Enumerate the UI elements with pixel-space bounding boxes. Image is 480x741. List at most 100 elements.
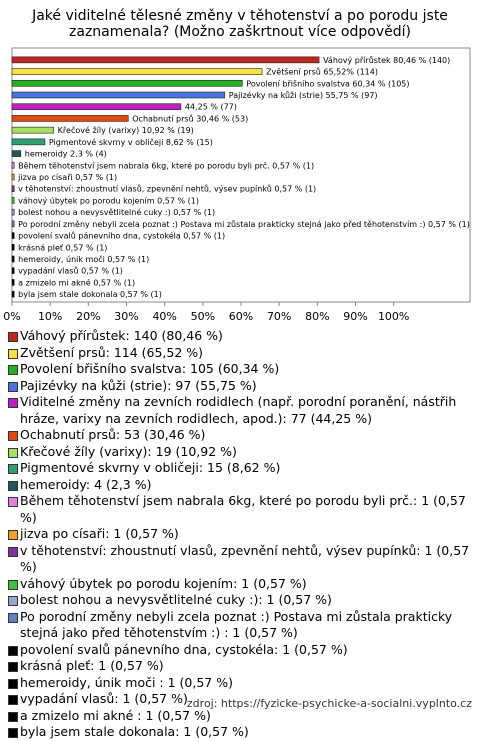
chart-title: Jaké viditelné tělesné změny v těhotenst… (32, 8, 448, 40)
value-label: v těhotenství: zhoustnutí vlasů, zpevněn… (18, 184, 316, 194)
chart: 0% 10% 20% 30% 40% 50% 60% 70% 80% 90% 100% Váhový … (3, 47, 471, 323)
x-tick-label: 100% (378, 310, 409, 323)
value-label: hemeroidy, únik moči 0,57 % (1) (18, 254, 149, 264)
legend-item: Zvětšení prsů: 114 (65,52 %) (8, 345, 474, 362)
legend-item: hemeroidy: 4 (2,3 %) (8, 477, 474, 494)
legend-item: Povolení břišního svalstva: 105 (60,34 %… (8, 361, 474, 378)
legend-label: Ochabnutí prsů: 53 (30,46 %) (20, 427, 206, 442)
legend-swatch (8, 431, 18, 441)
legend-item: v těhotenství: zhoustnutí vlasů, zpevněn… (8, 543, 474, 576)
legend-item: bolest nohou a nevysvětlitelné cuky :): … (8, 592, 474, 609)
value-label: vypadání vlasů 0,57 % (1) (18, 266, 123, 276)
value-label: Povolení břišního svalstva 60,34 % (105) (246, 78, 409, 88)
x-tick-label: 50% (191, 310, 215, 323)
x-tick-label: 20% (76, 310, 100, 323)
x-tick-label: 40% (152, 310, 176, 323)
legend-label: bolest nohou a nevysvětlitelné cuky :): … (20, 592, 332, 607)
legend: Váhový přírůstek: 140 (80,46 %) Zvětšení … (8, 328, 474, 741)
legend-swatch (8, 728, 18, 738)
legend-label: váhový úbytek po porodu kojením: 1 (0,57… (20, 575, 307, 591)
x-tick-label: 80% (305, 310, 329, 323)
bar (11, 68, 263, 75)
bar (11, 103, 182, 111)
legend-item: krásná pleť: 1 (0,57 %) (8, 658, 474, 675)
bar (11, 56, 320, 64)
legend-label: v těhotenství: zhoustnutí vlasů, zpevněn… (20, 542, 470, 575)
legend-item: vypadání vlasů: 1 (0,57 %) (8, 691, 474, 708)
legend-item: Ochabnutí prsů: 53 (30,46 %) (8, 427, 474, 444)
legend-swatch (8, 447, 18, 458)
value-label: Zvětšení prsů 65,52% (114) (266, 67, 378, 77)
legend-label: povolení svalů pánevního dna, cystokéla:… (20, 641, 348, 657)
legend-swatch (8, 530, 18, 540)
x-tick-label: 30% (114, 310, 138, 323)
plot-area (11, 47, 471, 303)
bar (11, 208, 15, 216)
bar (11, 126, 54, 134)
bar (11, 243, 15, 251)
legend-swatch (8, 612, 18, 623)
bar (11, 161, 15, 169)
x-tick-label: 90% (343, 310, 367, 323)
legend-item: Po porodní změny nebyli zcela poznat :) … (8, 609, 474, 642)
value-label: hemeroidy 2,3 % (4) (25, 150, 107, 159)
legend-item: Váhový přírůstek: 140 (80,46 %) (8, 328, 474, 345)
legend-item: Pajizévky na kůži (strie): 97 (55,75 %) (8, 378, 474, 395)
bar (11, 173, 15, 181)
legend-label: Povolení břišního svalstva: 105 (60,34 %… (20, 361, 280, 376)
value-label: Během těhotenství jsem nabrala 6kg, kter… (18, 160, 314, 170)
bar (11, 255, 15, 263)
x-tick-label: 60% (229, 310, 253, 323)
legend-label: krásná pleť: 1 (0,57 %) (20, 658, 164, 673)
legend-swatch (8, 381, 18, 392)
legend-swatch (8, 464, 18, 474)
value-label: bolest nohou a nevysvětlitelné cuky :) 0… (18, 207, 215, 217)
legend-item: Křečové žíly (varixy): 19 (10,92 %) (8, 444, 474, 461)
value-label: jizva po císaři 0,57 % (1) (17, 173, 117, 182)
value-label: Pigmentové skvrny v obličeji 8,62 % (15) (49, 137, 213, 147)
value-label: 44,25 % (77) (185, 103, 237, 112)
bar (11, 150, 22, 157)
legend-label: jizva po císaři: 1 (0,57 %) (20, 526, 179, 541)
x-tick-label: 10% (38, 310, 62, 323)
legend-label: Během těhotenství jsem nabrala 6kg, kter… (20, 493, 466, 525)
legend-item: povolení svalů pánevního dna, cystokéla:… (8, 642, 474, 659)
bar (11, 79, 243, 87)
legend-swatch (8, 480, 18, 491)
legend-item: Během těhotenství jsem nabrala 6kg, kter… (8, 493, 474, 526)
bar (11, 197, 15, 204)
legend-swatch (8, 711, 18, 722)
legend-item: hemeroidy, únik moči : 1 (0,57 %) (8, 675, 474, 692)
legend-label: byla jsem stale dokonala: 1 (0,57 %) (20, 724, 249, 739)
legend-swatch (8, 695, 18, 705)
legend-label: a zmizelo mi akné : 1 (0,57 %) (20, 707, 211, 723)
legend-item: Viditelné změny na zevních rodidlech (na… (8, 394, 474, 427)
legend-swatch (8, 579, 18, 590)
legend-label: Zvětšení prsů: 114 (65,52 %) (20, 344, 204, 360)
bar (11, 279, 15, 286)
legend-swatch (8, 546, 18, 557)
legend-item: váhový úbytek po porodu kojením: 1 (0,57… (8, 576, 474, 593)
legend-label: Křečové žíly (varixy): 19 (10,92 %) (20, 443, 237, 459)
bar (11, 115, 129, 122)
legend-item: jizva po císaři: 1 (0,57 %) (8, 526, 474, 543)
value-label: povolení svalů pánevního dna, cystokéla … (18, 231, 225, 241)
value-label: Váhový přírůstek 80,46 % (140) (323, 55, 450, 65)
value-label: váhový úbytek po porodu kojením 0,57 % (… (18, 196, 199, 205)
value-label: a zmizelo mi akné 0,57 % (1) (18, 277, 135, 287)
x-tick-label: 70% (267, 310, 291, 323)
legend-swatch (8, 398, 18, 408)
value-label: Křečové žíly (varixy) 10,92 % (19) (58, 125, 194, 135)
legend-swatch (8, 348, 18, 359)
legend-swatch (8, 662, 18, 672)
bar (11, 267, 15, 275)
legend-label: hemeroidy, únik moči : 1 (0,57 %) (20, 674, 233, 690)
legend-label: Pajizévky na kůži (strie): 97 (55,75 %) (20, 377, 257, 393)
value-label: Ochabnutí prsů 30,46 % (53) (132, 113, 248, 123)
legend-item: Pigmentové skvrny v obličeji: 15 (8,62 %… (8, 460, 474, 477)
legend-swatch (8, 596, 18, 606)
legend-label: Po porodní změny nebyli zcela poznat :) … (20, 608, 453, 641)
legend-item: byla jsem stale dokonala: 1 (0,57 %) (8, 724, 474, 741)
source: zdroj: https://fyzicke-psychicke-a-socia… (186, 697, 472, 710)
bar (11, 138, 46, 146)
